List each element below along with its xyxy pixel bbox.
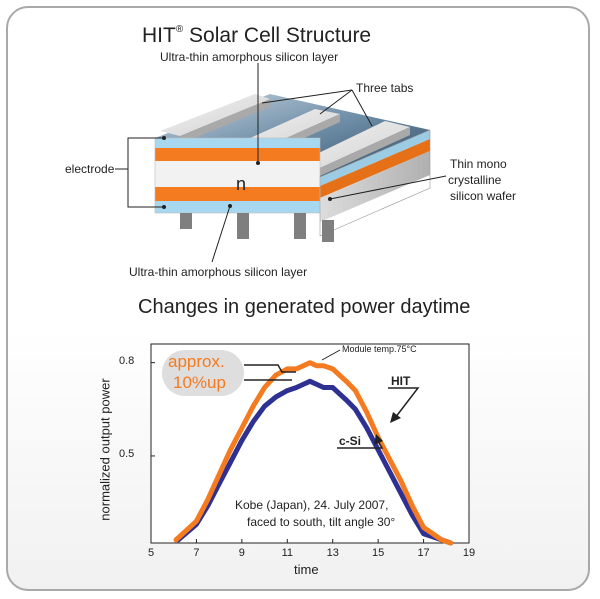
approx-label-1: approx. xyxy=(168,352,225,371)
arrowhead-csi xyxy=(374,434,383,445)
approx-badge xyxy=(162,350,244,396)
wafer-label-3: silicon wafer xyxy=(450,189,517,203)
arrowhead-hit xyxy=(390,412,401,423)
tab-1-side xyxy=(180,99,270,144)
leader-tab-3 xyxy=(351,89,373,127)
leader-csi xyxy=(337,440,384,449)
dot-top-layer xyxy=(256,161,260,165)
front-wafer xyxy=(155,161,320,187)
front-electrode-top xyxy=(155,138,320,148)
front-amorphous-bottom xyxy=(155,187,320,201)
approx-label-2: 10%up xyxy=(173,373,226,392)
tab-1-top xyxy=(160,94,270,136)
front-amorphous-top xyxy=(155,148,320,161)
leader-module-temp xyxy=(321,349,341,361)
module-temp-label: Module temp.75°C xyxy=(342,344,417,354)
x-axis-label: time xyxy=(294,562,319,577)
dot-electrode-top xyxy=(162,136,166,140)
side-face xyxy=(319,129,431,237)
leader-approx-hit xyxy=(244,364,296,373)
x-tick-label: 15 xyxy=(372,547,385,559)
x-tick-label: 17 xyxy=(417,547,430,559)
diagram-title: HIT® Solar Cell Structure xyxy=(142,24,371,48)
wafer-label-2: crystalline xyxy=(448,173,502,187)
wafer-label-1: Thin mono xyxy=(450,157,507,171)
dot-electrode-bottom xyxy=(162,205,166,209)
leader-tab-1 xyxy=(261,89,353,104)
leader-electrode xyxy=(127,137,164,208)
chart-title: Changes in generated power daytime xyxy=(138,296,471,318)
leader-hit xyxy=(388,387,420,419)
leader-tab-2 xyxy=(319,89,353,115)
side-electrode-top xyxy=(320,130,430,186)
x-tick-label: 9 xyxy=(238,547,245,559)
dot-bottom-layer xyxy=(228,204,232,208)
tabs-label: Three tabs xyxy=(356,81,414,95)
y-tick-label: 0.5 xyxy=(119,447,135,460)
electrode-label: electrode xyxy=(65,162,115,176)
series-line-c-si xyxy=(175,378,454,546)
bottom-tab-2 xyxy=(237,213,249,239)
front-electrode-bottom xyxy=(155,201,320,213)
bottom-tab-3 xyxy=(294,213,306,239)
x-tick-label: 7 xyxy=(193,547,200,559)
n-type-label: n xyxy=(236,174,247,194)
bottom-tab-1 xyxy=(180,213,192,229)
side-wafer xyxy=(320,151,430,222)
note-line-1: Kobe (Japan), 24. July 2007, xyxy=(235,498,389,512)
top-layer-label: Ultra-thin amorphous silicon layer xyxy=(160,50,339,64)
bottom-layer-label: Ultra-thin amorphous silicon layer xyxy=(129,265,308,279)
hit-series-label: HIT xyxy=(391,374,411,388)
x-tick-label: 11 xyxy=(281,547,293,559)
side-amorphous-top xyxy=(320,139,430,198)
leader-wafer xyxy=(329,175,447,200)
tab-3-side xyxy=(320,127,410,176)
y-tick-label: 0.8 xyxy=(119,354,135,367)
title-suffix: Solar Cell Structure xyxy=(189,24,372,47)
dot-wafer xyxy=(328,197,332,201)
note-line-2: faced to south, tilt angle 30° xyxy=(247,515,396,529)
title-registered-mark: ® xyxy=(175,24,184,35)
tab-3-top xyxy=(300,121,410,168)
leader-bottom-layer xyxy=(211,205,231,263)
series-line-hit xyxy=(173,360,454,546)
x-tick-label: 19 xyxy=(462,547,476,559)
y-axis-label: normalized output power xyxy=(97,378,113,521)
bottom-tab-4 xyxy=(322,220,334,242)
csi-series-label: c-Si xyxy=(339,434,362,448)
x-tick-label: 5 xyxy=(147,547,155,559)
title-hit: HIT xyxy=(142,24,176,47)
x-tick-label: 13 xyxy=(326,547,339,559)
